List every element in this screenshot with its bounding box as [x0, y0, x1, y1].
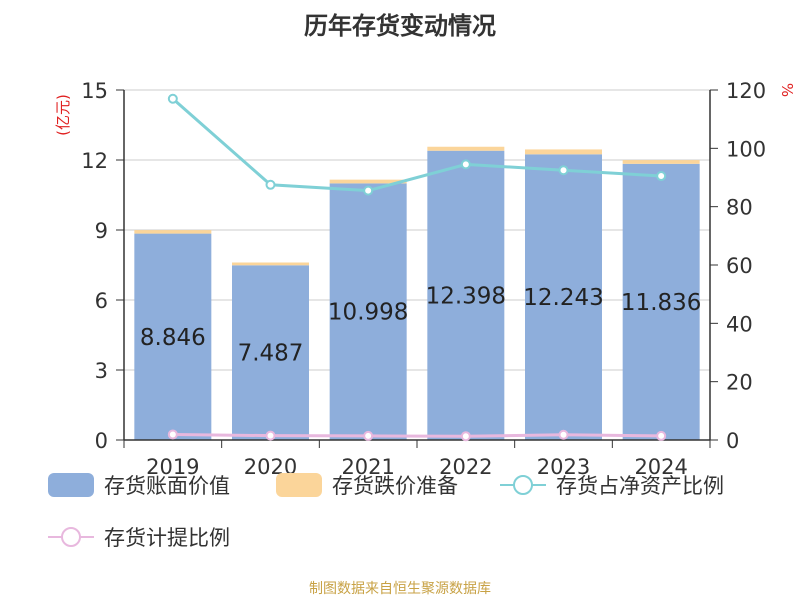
- legend-label-book-value: 存货账面价值: [104, 474, 230, 498]
- legend-item-provision-ratio[interactable]: 存货计提比例: [48, 522, 230, 552]
- y-right-tick-label: 120: [726, 79, 766, 103]
- legend-swatch-impairment-reserve: [276, 473, 322, 497]
- bar-impairment-reserve: [329, 179, 407, 184]
- legend-swatch-inventory-ratio: [500, 473, 546, 497]
- series-inventory-ratio-point: [558, 165, 569, 176]
- legend-swatch-provision-ratio: [48, 525, 94, 549]
- bar-book-value: [622, 163, 700, 440]
- x-tick-label: 2019: [146, 455, 199, 479]
- bar-book-value: [427, 150, 505, 441]
- bar-data-label: 12.398: [426, 283, 506, 309]
- y-right-tick-label: 0: [726, 429, 739, 453]
- legend-item-inventory-ratio[interactable]: 存货占净资产比例: [500, 470, 724, 500]
- series-provision-ratio-point: [363, 430, 374, 441]
- series-inventory-ratio-point: [656, 171, 667, 182]
- series-inventory-ratio-point: [460, 159, 471, 170]
- y-left-tick-label: 0: [95, 429, 108, 453]
- x-tick-label: 2023: [537, 455, 590, 479]
- series-provision-ratio-point: [558, 429, 569, 440]
- bar-data-label: 10.998: [328, 300, 408, 326]
- series-provision-ratio-point: [656, 430, 667, 441]
- x-tick-label: 2022: [439, 455, 492, 479]
- x-tick-label: 2024: [634, 455, 687, 479]
- y-left-tick-label: 15: [81, 79, 108, 103]
- y-left-tick-label: 9: [95, 219, 108, 243]
- series-inventory-ratio-point: [363, 185, 374, 196]
- y-right-unit-label: %: [778, 83, 796, 97]
- bar-data-label: 8.846: [140, 325, 206, 351]
- legend-label-provision-ratio: 存货计提比例: [104, 526, 230, 550]
- legend-item-book-value[interactable]: 存货账面价值: [48, 470, 230, 500]
- series-inventory-ratio-line: [171, 97, 662, 193]
- series-inventory-ratio-point: [167, 93, 178, 104]
- y-right-tick-label: 40: [726, 312, 753, 336]
- y-right-tick-label: 60: [726, 254, 753, 278]
- x-tick-label: 2021: [341, 455, 394, 479]
- bar-impairment-reserve: [232, 262, 309, 266]
- bar-data-label: 11.836: [621, 290, 701, 316]
- series-provision-ratio-line: [172, 432, 662, 438]
- y-right-tick-label: 20: [726, 371, 753, 395]
- series-provision-ratio-point: [167, 429, 178, 440]
- bar-impairment-reserve: [525, 149, 602, 155]
- y-left-tick-label: 12: [81, 149, 108, 173]
- bar-data-label: 12.243: [523, 285, 603, 311]
- legend-label-impairment-reserve: 存货跌价准备: [332, 474, 458, 498]
- bar-impairment-reserve: [622, 160, 700, 164]
- bar-book-value: [525, 154, 602, 440]
- y-right-tick-label: 80: [726, 196, 753, 220]
- series-provision-ratio-point: [460, 431, 471, 442]
- data-source-note: 制图数据来自恒生聚源数据库: [309, 581, 491, 597]
- bar-book-value: [134, 233, 212, 440]
- y-left-tick-label: 3: [95, 359, 108, 383]
- legend-item-impairment-reserve[interactable]: 存货跌价准备: [276, 470, 458, 500]
- bar-book-value: [329, 183, 407, 440]
- bar-data-label: 7.487: [238, 341, 304, 367]
- bar-impairment-reserve: [134, 230, 212, 234]
- bar-book-value: [232, 265, 309, 440]
- bar-impairment-reserve: [427, 146, 505, 151]
- series-inventory-ratio-point: [265, 179, 276, 190]
- legend-label-inventory-ratio: 存货占净资产比例: [556, 474, 724, 498]
- legend-swatch-book-value: [48, 473, 94, 497]
- series-provision-ratio-point: [265, 430, 276, 441]
- y-left-tick-label: 6: [95, 289, 108, 313]
- y-right-tick-label: 100: [726, 137, 766, 161]
- chart-title: 历年存货变动情况: [304, 12, 496, 40]
- y-left-unit-label: (亿元): [54, 94, 72, 136]
